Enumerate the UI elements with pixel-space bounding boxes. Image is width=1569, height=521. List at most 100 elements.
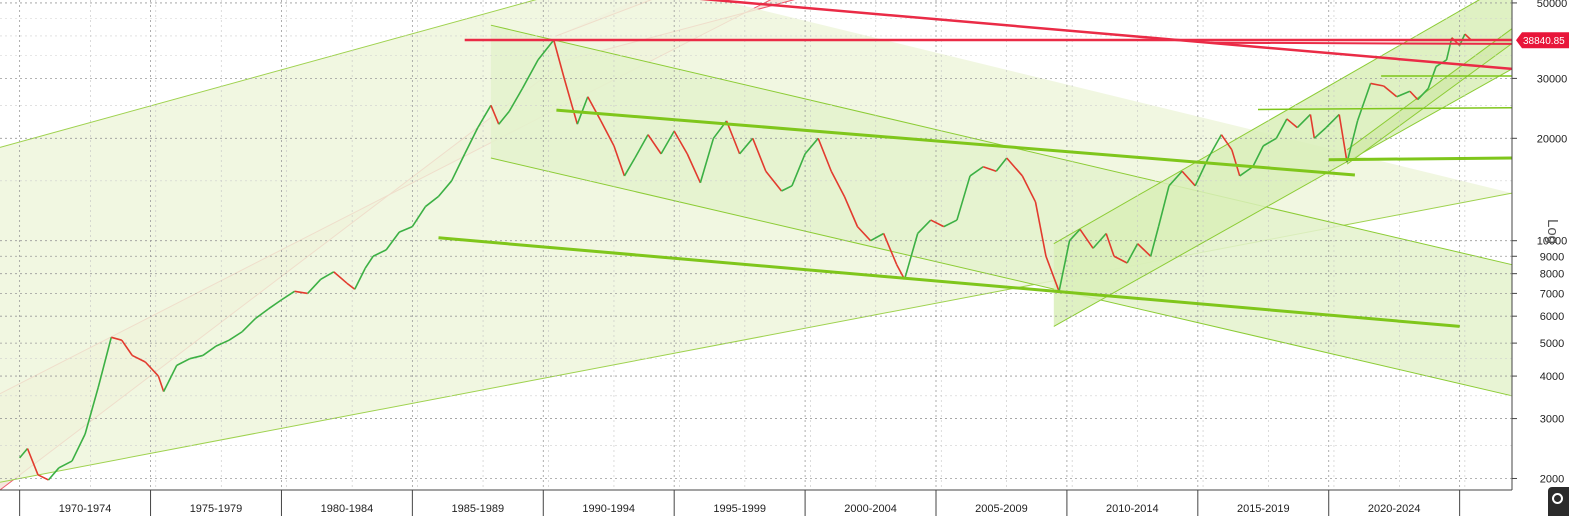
price-segment (956, 175, 971, 221)
price-segment (144, 361, 159, 377)
price-segment (1445, 37, 1453, 61)
price-segment (600, 120, 615, 147)
channel-lower-edge (1053, 68, 1513, 327)
price-segment (346, 282, 356, 290)
price-segment (398, 225, 413, 233)
price-segment (995, 157, 1008, 172)
price-segment (121, 339, 133, 356)
price-segment (71, 433, 86, 462)
channel-band (1347, 28, 1512, 165)
price-segment (1356, 83, 1372, 122)
price-segment (587, 96, 602, 122)
x-tick-label: 1980-1984 (321, 503, 374, 515)
price-segment (385, 231, 400, 251)
price-segment (294, 290, 308, 295)
price-segment (19, 447, 29, 459)
price-segment (982, 165, 997, 173)
price-segment (1006, 157, 1024, 177)
x-tick-label: 1975-1979 (190, 503, 243, 515)
price-segment (333, 271, 348, 284)
price-segment (111, 336, 122, 341)
trend-line (699, 0, 1513, 71)
price-segment (1309, 114, 1316, 139)
price-segment (699, 138, 715, 184)
y-tick-label: 10000 (1537, 236, 1568, 248)
price-segment (1239, 166, 1254, 177)
price-segment (202, 345, 217, 357)
price-segment (537, 39, 555, 61)
price-segment (1149, 226, 1160, 257)
price-segment (508, 88, 524, 112)
last-price-tag-shape (1516, 32, 1569, 49)
price-segment (1383, 85, 1398, 98)
x-tick-label: 2010-2014 (1106, 503, 1159, 515)
x-tick-label: 2000-2004 (844, 503, 897, 515)
price-segment (1370, 82, 1384, 87)
price-segment (1092, 232, 1107, 249)
price-segment (307, 278, 322, 294)
price-segment (464, 127, 479, 155)
price-segment (450, 153, 466, 182)
log-scale-label: Log (1544, 219, 1561, 244)
price-segment (647, 134, 662, 155)
trend-line (556, 108, 1356, 177)
price-segment (437, 180, 453, 197)
x-tick-label: 2005-2009 (975, 503, 1028, 515)
price-segment (903, 233, 919, 280)
price-segment (131, 354, 146, 363)
price-segment (241, 318, 256, 333)
y-tick-label: 4000 (1540, 371, 1564, 383)
price-segment (830, 170, 846, 197)
price-segment (37, 474, 49, 481)
price-segment (1079, 228, 1094, 249)
price-segment (189, 354, 204, 360)
price-segment (882, 233, 898, 266)
last-price-tag: 38840.85 (1516, 32, 1569, 49)
price-segment (320, 271, 335, 281)
price-segment (411, 206, 427, 228)
price-segment (281, 290, 295, 301)
y-tick-label: 9000 (1540, 251, 1564, 263)
price-segment (490, 105, 500, 125)
price-segment (613, 145, 626, 177)
price-segment (162, 365, 178, 392)
price-segment (97, 337, 113, 388)
chart-options-icon[interactable] (1548, 487, 1569, 516)
price-segment (1262, 137, 1277, 147)
price-segment (576, 96, 589, 125)
y-tick-label: 30000 (1537, 73, 1568, 85)
price-segment (1325, 113, 1340, 129)
price-segment (1220, 134, 1233, 151)
y-tick-label: 6000 (1540, 311, 1564, 323)
price-segment (870, 232, 885, 242)
price-segment (1034, 201, 1047, 257)
price-segment (1427, 66, 1437, 89)
trend-line (438, 236, 1460, 328)
grid-lines (0, 0, 1512, 490)
price-segment (477, 104, 492, 129)
channel-upper-edge (1346, 28, 1513, 151)
y-tick-label: 2000 (1540, 473, 1564, 485)
price-segment (26, 448, 39, 476)
price-segment (1275, 118, 1288, 139)
price-segment (634, 134, 649, 159)
price-segment (521, 59, 539, 89)
channel-lower-edge (1346, 43, 1513, 165)
price-segment (781, 185, 793, 192)
price-segment (1338, 114, 1348, 163)
y-tick-label: 20000 (1537, 133, 1568, 145)
price-segment (354, 267, 366, 290)
price-segment (1296, 113, 1311, 129)
price-segment (765, 170, 783, 192)
y-tick-label: 50000 (1537, 0, 1568, 10)
price-segment (47, 467, 60, 481)
x-tick-label: 1970-1974 (59, 503, 112, 515)
price-segment (84, 387, 99, 435)
price-segment (856, 226, 872, 242)
price-segment (930, 219, 945, 228)
y-tick-label: 5000 (1540, 338, 1564, 350)
price-segment (1058, 240, 1071, 292)
price-segment (157, 375, 165, 392)
